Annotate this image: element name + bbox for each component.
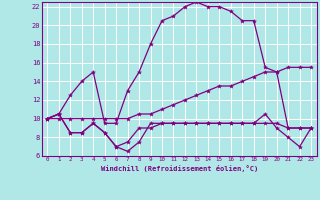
X-axis label: Windchill (Refroidissement éolien,°C): Windchill (Refroidissement éolien,°C) <box>100 165 258 172</box>
